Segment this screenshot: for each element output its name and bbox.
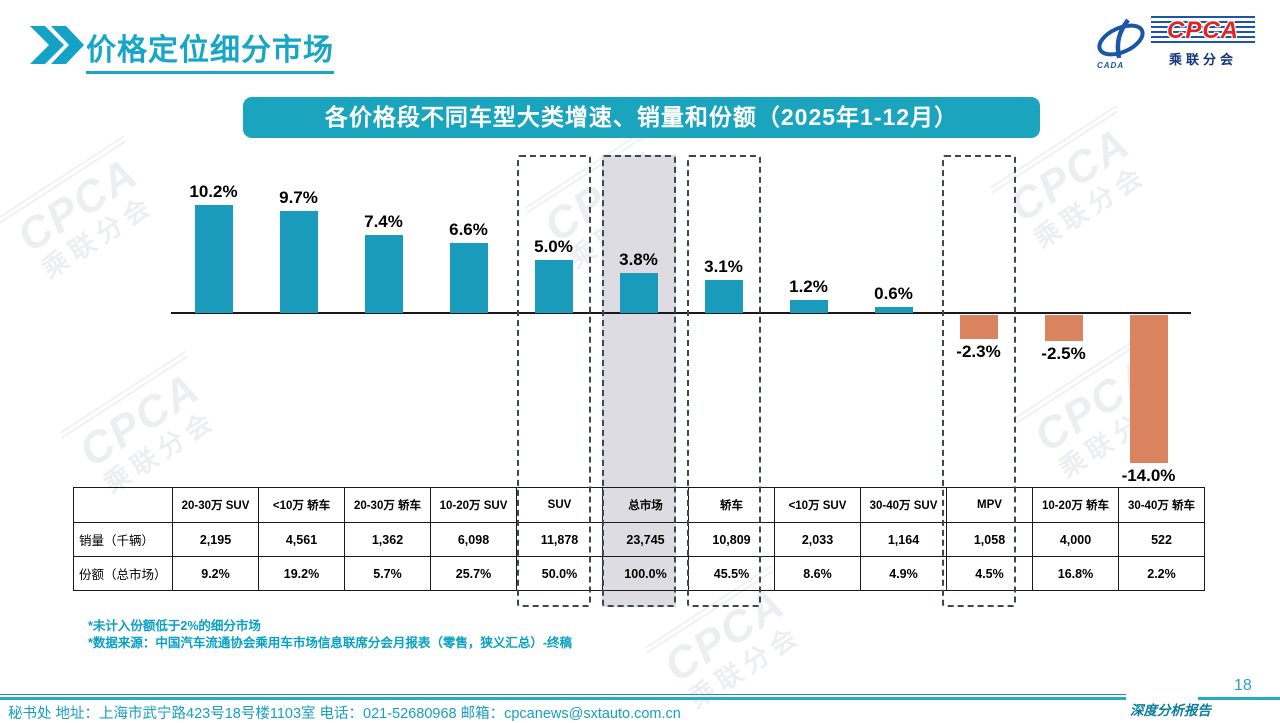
table-cell: 45.5% <box>688 556 775 591</box>
table-corner-cell <box>73 487 173 523</box>
table-cell: 25.7% <box>430 556 517 591</box>
table-row-label: 销量（千辆） <box>73 522 173 557</box>
table-cell: 522 <box>1118 522 1205 557</box>
segment-data-table: 20-30万 SUV <10万 轿车 20-30万 轿车 10-20万 SUV SUV 总… <box>73 487 1205 591</box>
chart-bar <box>449 243 488 313</box>
table-column-header: 20-30万 轿车 <box>344 487 431 523</box>
table-column-header: <10万 轿车 <box>258 487 345 523</box>
chart-bar <box>534 260 573 313</box>
bar-value-label: -2.5% <box>1041 344 1086 364</box>
bar-value-label: 10.2% <box>189 182 238 202</box>
footer-divider <box>0 697 1126 700</box>
table-cell: 4.5% <box>946 556 1033 591</box>
table-column-header: 30-40万 轿车 <box>1118 487 1205 523</box>
cada-swoosh-icon: CADA <box>1095 16 1147 70</box>
chart-bar <box>194 205 233 313</box>
table-cell: 1,058 <box>946 522 1033 557</box>
bar-value-label: -14.0% <box>1121 465 1176 485</box>
chart-bar <box>959 315 998 340</box>
page-title: 价格定位细分市场 <box>86 25 334 74</box>
table-cell: 2.2% <box>1118 556 1205 591</box>
bar-value-label: 3.1% <box>704 257 743 277</box>
chart-bar <box>1129 315 1168 463</box>
bar-value-label: 9.7% <box>279 187 318 207</box>
table-cell: 4.9% <box>860 556 947 591</box>
cada-text: CADA <box>1097 61 1125 70</box>
table-cell: 6,098 <box>430 522 517 557</box>
cpca-subtitle: 乘联分会 <box>1168 52 1237 67</box>
footer-contact: 秘书处 地址：上海市武宁路423号18号楼1103室 电话：021-526809… <box>8 706 681 722</box>
page-number: 18 <box>1234 677 1252 694</box>
footnotes: *未计入份额低于2%的细分市场 *数据来源：中国汽车流通协会乘用车市场信息联席分… <box>88 618 572 652</box>
footer-divider-thin <box>0 694 1126 695</box>
table-cell: 19.2% <box>258 556 345 591</box>
bar-value-label: -2.3% <box>956 342 1001 362</box>
table-cell: 1,164 <box>860 522 947 557</box>
table-cell: 4,561 <box>258 522 345 557</box>
double-chevron-icon <box>30 26 84 64</box>
table-row: 销量（千辆） 2,195 4,561 1,362 6,098 11,878 23,745 10… <box>73 522 1205 557</box>
bar-value-label: 0.6% <box>874 283 913 303</box>
chart-bar <box>874 306 913 313</box>
table-column-header: 10-20万 SUV <box>430 487 517 523</box>
chart-bar <box>789 300 828 313</box>
table-cell: 2,033 <box>774 522 861 557</box>
table-column-header: 20-30万 SUV <box>172 487 259 523</box>
chart-bar <box>619 272 658 313</box>
table-row-label: 份额（总市场） <box>73 556 173 591</box>
table-cell: 11,878 <box>516 522 603 557</box>
footnote-line-1: *未计入份额低于2%的细分市场 <box>88 619 261 633</box>
table-cell: 23,745 <box>602 522 689 557</box>
table-cell: 50.0% <box>516 556 603 591</box>
cpca-logo: CADA CPCA 乘联分会 <box>1095 16 1255 70</box>
table-column-header: SUV <box>516 487 603 523</box>
table-column-header: 10-20万 轿车 <box>1032 487 1119 523</box>
table-cell: 1,362 <box>344 522 431 557</box>
chart-bar <box>704 280 743 313</box>
table-column-header: 30-40万 SUV <box>860 487 947 523</box>
table-cell: 16.8% <box>1032 556 1119 591</box>
table-column-header: MPV <box>946 487 1033 523</box>
bar-value-label: 5.0% <box>534 237 573 257</box>
bar-value-label: 7.4% <box>364 211 403 231</box>
table-cell: 100.0% <box>602 556 689 591</box>
x-axis-line <box>171 312 1191 314</box>
chart-bar <box>1044 315 1083 342</box>
table-row: 份额（总市场） 9.2% 19.2% 5.7% 25.7% 50.0% 100.0% 45.5… <box>73 556 1205 591</box>
chart-bar <box>364 234 403 313</box>
report-type-label: 深度分析报告 <box>1130 703 1211 718</box>
chart-title: 各价格段不同车型大类增速、销量和份额（2025年1-12月） <box>243 97 1040 138</box>
table-cell: 5.7% <box>344 556 431 591</box>
table-cell: 9.2% <box>172 556 259 591</box>
table-cell: 10,809 <box>688 522 775 557</box>
chart-bar <box>279 210 318 313</box>
bar-value-label: 1.2% <box>789 277 828 297</box>
cpca-wordmark: CPCA <box>1151 16 1255 46</box>
footnote-line-2: *数据来源：中国汽车流通协会乘用车市场信息联席分会月报表（零售，狭义汇总）-终稿 <box>88 636 573 650</box>
table-column-header: 轿车 <box>688 487 775 523</box>
report-divider-right <box>1198 697 1280 700</box>
table-cell: 4,000 <box>1032 522 1119 557</box>
table-cell: 8.6% <box>774 556 861 591</box>
bar-chart: 10.2% 9.7% 7.4% 6.6% 5.0% 3.8% 3.1% 1.2% 0.6% -2.… <box>171 155 1191 485</box>
bar-value-label: 6.6% <box>449 220 488 240</box>
bar-value-label: 3.8% <box>619 249 658 269</box>
table-column-header: 总市场 <box>602 487 689 523</box>
table-column-header: <10万 SUV <box>774 487 861 523</box>
table-cell: 2,195 <box>172 522 259 557</box>
